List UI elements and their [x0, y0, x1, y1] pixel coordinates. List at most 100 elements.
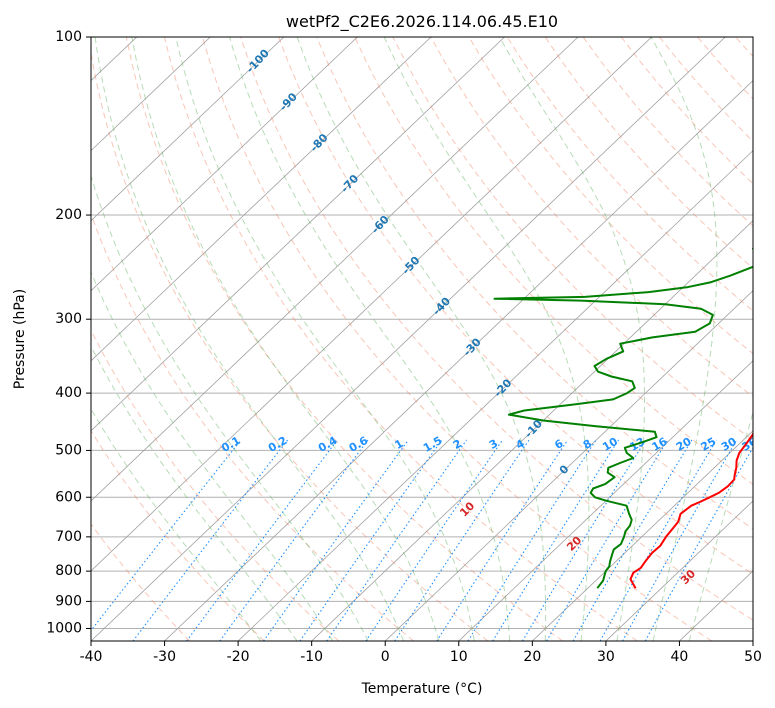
mixing-ratio-label: 2	[451, 437, 464, 452]
mixing-ratio-line	[326, 439, 468, 641]
sounding-series	[493, 247, 753, 589]
mixing-ratio-lines	[91, 439, 753, 641]
mixing-ratio-line	[492, 439, 620, 641]
mixing-ratio-line	[467, 439, 597, 641]
moist-adiabat-line	[688, 410, 753, 641]
y-tick-label: 200	[55, 207, 82, 223]
isotherm-line	[91, 37, 211, 152]
moist-adiabats	[91, 37, 753, 641]
mixing-ratio-label: 20	[674, 435, 694, 454]
dry-adiabat-line	[91, 212, 414, 641]
dry-adiabat-label: 30	[678, 567, 698, 587]
moist-adiabat-line	[229, 37, 511, 641]
temperature-profile-line	[629, 431, 753, 589]
dry-adiabat-line	[163, 37, 638, 641]
moist-adiabat-line	[91, 270, 334, 641]
x-tick-label: -20	[227, 649, 250, 665]
mixing-ratio-line	[186, 439, 338, 641]
isotherm-line	[532, 430, 753, 641]
mixing-ratio-line	[546, 439, 669, 641]
isotherm-line	[91, 37, 285, 222]
dry-adiabat-line	[91, 523, 191, 641]
x-tick-label: 30	[597, 649, 615, 665]
isotherm-line	[679, 570, 753, 641]
dry-adiabat-line	[354, 37, 753, 485]
mixing-ratio-line	[622, 439, 738, 641]
dry-adiabat-line	[659, 37, 753, 143]
isotherm-line	[458, 360, 753, 641]
moist-adiabat-line	[91, 174, 369, 641]
mixing-ratio-line	[394, 439, 530, 641]
moist-adiabat-line	[383, 37, 590, 641]
dry-adiabat-line	[392, 37, 753, 441]
moist-adiabat-line	[175, 37, 475, 641]
y-tick-label: 1000	[46, 620, 82, 636]
isotherm-line	[91, 37, 726, 641]
mixing-ratio-line	[91, 439, 242, 632]
chart-title: wetPf2_C2E6.2026.114.06.45.E10	[286, 12, 558, 32]
dry-adiabat-line	[430, 37, 753, 398]
x-axis-label: Temperature (°C)	[361, 681, 483, 697]
x-tick-label: 0	[381, 649, 390, 665]
dry-adiabat-line	[240, 37, 753, 621]
mixing-ratio-line	[522, 439, 647, 641]
mixing-ratio-line	[436, 439, 569, 641]
dry-adiabat-line	[125, 37, 563, 641]
dry-adiabat-line	[91, 50, 489, 641]
isotherm-line	[384, 290, 753, 641]
dry-adiabat-line	[91, 429, 265, 641]
y-tick-label: 100	[55, 29, 82, 45]
mixing-ratio-label: 30	[719, 435, 739, 454]
mixing-ratio-line	[572, 439, 693, 641]
isotherm-line	[91, 37, 358, 292]
mixing-ratio-line	[365, 439, 504, 641]
dry-adiabat-line	[544, 37, 753, 269]
isotherm-line	[0, 37, 63, 641]
y-tick-label: 300	[55, 311, 82, 327]
plot-frame	[90, 36, 754, 642]
isotherm-line	[237, 150, 753, 641]
mixing-ratio-line	[132, 439, 289, 641]
x-tick-label: 20	[523, 649, 541, 665]
pressure-gridlines	[91, 37, 753, 629]
mixing-ratio-label: 0.6	[347, 434, 371, 455]
y-axis-label: Pressure (hPa)	[12, 289, 28, 389]
mixing-ratio-label: 3	[487, 437, 500, 452]
y-tick-label: 700	[55, 529, 82, 545]
mixing-ratio-label: 1.5	[421, 434, 444, 455]
y-tick-label: 900	[55, 593, 82, 609]
moist-adiabat-line	[650, 37, 718, 641]
x-tick-label: 40	[671, 649, 689, 665]
mixing-ratio-label: 25	[698, 435, 718, 454]
y-tick-label: 600	[55, 489, 82, 505]
isotherm-line	[605, 500, 753, 641]
isotherm-line	[752, 640, 753, 641]
isotherm-label: -100	[244, 46, 273, 75]
mixing-ratio-line	[644, 446, 753, 641]
x-tick-label: -10	[300, 649, 323, 665]
isotherm-line	[91, 37, 579, 502]
mixing-ratio-line	[299, 439, 443, 641]
dry-adiabat-line	[697, 37, 753, 100]
mixing-ratio-label: 0.2	[266, 434, 289, 455]
isotherm-line	[164, 80, 753, 641]
mixing-ratio-line	[219, 439, 369, 641]
moist-adiabat-line	[131, 37, 440, 641]
isotherm-line	[311, 220, 753, 641]
dewpoint-profile-line	[493, 247, 753, 589]
mixing-ratio-label: 6	[552, 437, 565, 452]
isotherm-line	[91, 37, 432, 362]
mixing-ratio-label: 10	[600, 435, 620, 454]
x-axis-ticks: -40 -30 -20 -10 0 10 20 30 40 50	[80, 641, 762, 665]
moist-adiabat-line	[91, 344, 298, 641]
dry-adiabat-line	[202, 37, 713, 641]
dry-adiabat-line	[582, 37, 753, 227]
dry-adiabat-line	[278, 37, 753, 575]
moist-adiabat-line	[91, 407, 262, 641]
x-tick-label: -40	[80, 649, 103, 665]
x-tick-label: -30	[153, 649, 176, 665]
plot-area: 0.1 0.2 0.4 0.6 1 1.5 2 3 4 6 8 10 13 16 20 25 30 36-100-…	[0, 37, 753, 641]
dry-adiabat-line	[316, 37, 753, 530]
moist-adiabat-line	[296, 37, 547, 641]
